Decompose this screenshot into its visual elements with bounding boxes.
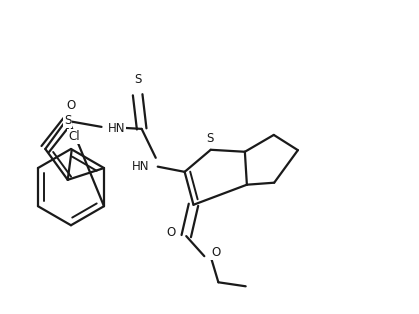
Text: S: S (64, 114, 71, 127)
Text: O: O (166, 225, 176, 239)
Text: Cl: Cl (68, 130, 80, 143)
Text: O: O (67, 99, 76, 112)
Text: O: O (211, 246, 220, 259)
Text: HN: HN (108, 122, 126, 135)
Text: HN: HN (132, 160, 149, 173)
Text: S: S (206, 132, 214, 145)
Text: S: S (134, 73, 141, 86)
